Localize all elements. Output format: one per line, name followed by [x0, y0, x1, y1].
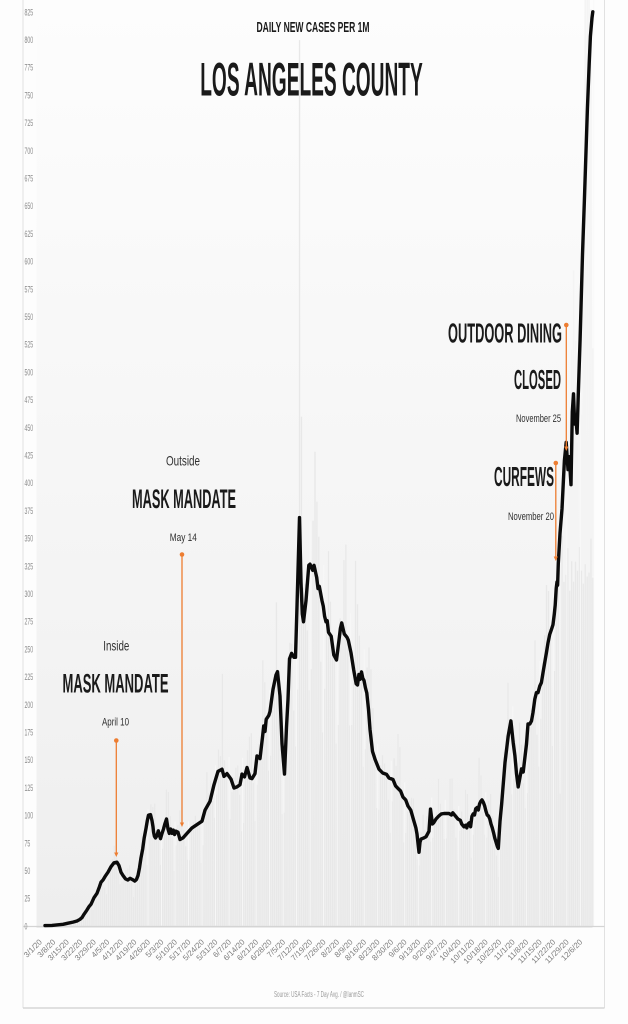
svg-text:525: 525: [25, 340, 34, 350]
svg-text:750: 750: [25, 90, 34, 100]
svg-text:475: 475: [25, 395, 34, 405]
svg-text:May 14: May 14: [170, 532, 197, 544]
svg-text:650: 650: [25, 201, 34, 211]
svg-text:675: 675: [25, 174, 34, 184]
svg-text:0: 0: [25, 921, 28, 931]
svg-text:600: 600: [25, 257, 34, 267]
svg-text:November 25: November 25: [516, 413, 561, 425]
svg-text:DAILY NEW CASES PER 1M: DAILY NEW CASES PER 1M: [257, 19, 370, 36]
svg-text:75: 75: [25, 838, 31, 848]
svg-text:775: 775: [25, 63, 34, 73]
svg-text:300: 300: [25, 589, 34, 599]
svg-text:500: 500: [25, 367, 34, 377]
svg-text:425: 425: [25, 451, 34, 461]
svg-text:575: 575: [25, 284, 34, 294]
svg-text:175: 175: [25, 728, 34, 738]
svg-text:April 10: April 10: [102, 717, 129, 729]
svg-text:800: 800: [25, 35, 34, 45]
svg-text:725: 725: [25, 118, 34, 128]
svg-text:350: 350: [25, 534, 34, 544]
svg-text:700: 700: [25, 146, 34, 156]
svg-text:LOS ANGELES COUNTY: LOS ANGELES COUNTY: [200, 54, 423, 107]
svg-text:400: 400: [25, 478, 34, 488]
svg-text:825: 825: [25, 7, 34, 17]
svg-text:MASK MANDATE: MASK MANDATE: [63, 669, 169, 699]
svg-text:150: 150: [25, 755, 34, 765]
svg-text:50: 50: [25, 866, 31, 876]
svg-text:275: 275: [25, 617, 34, 627]
svg-text:November 20: November 20: [508, 511, 554, 523]
svg-text:CLOSED: CLOSED: [514, 364, 561, 395]
svg-text:MASK MANDATE: MASK MANDATE: [132, 484, 236, 514]
svg-text:625: 625: [25, 229, 34, 239]
svg-text:100: 100: [25, 811, 34, 821]
svg-text:CURFEWS: CURFEWS: [494, 461, 554, 492]
svg-text:200: 200: [25, 700, 34, 710]
svg-text:Outside: Outside: [166, 453, 200, 469]
svg-text:550: 550: [25, 312, 34, 322]
svg-text:450: 450: [25, 423, 34, 433]
svg-text:25: 25: [25, 894, 31, 904]
svg-text:225: 225: [25, 672, 34, 682]
svg-text:375: 375: [25, 506, 34, 516]
svg-text:325: 325: [25, 561, 34, 571]
svg-text:Source: USA Facts - 7 Day Avg.: Source: USA Facts - 7 Day Avg. / @IanmSC: [274, 989, 364, 999]
svg-text:250: 250: [25, 644, 34, 654]
svg-text:Inside: Inside: [103, 638, 129, 654]
svg-text:125: 125: [25, 783, 34, 793]
svg-text:OUTDOOR DINING: OUTDOOR DINING: [448, 317, 562, 348]
